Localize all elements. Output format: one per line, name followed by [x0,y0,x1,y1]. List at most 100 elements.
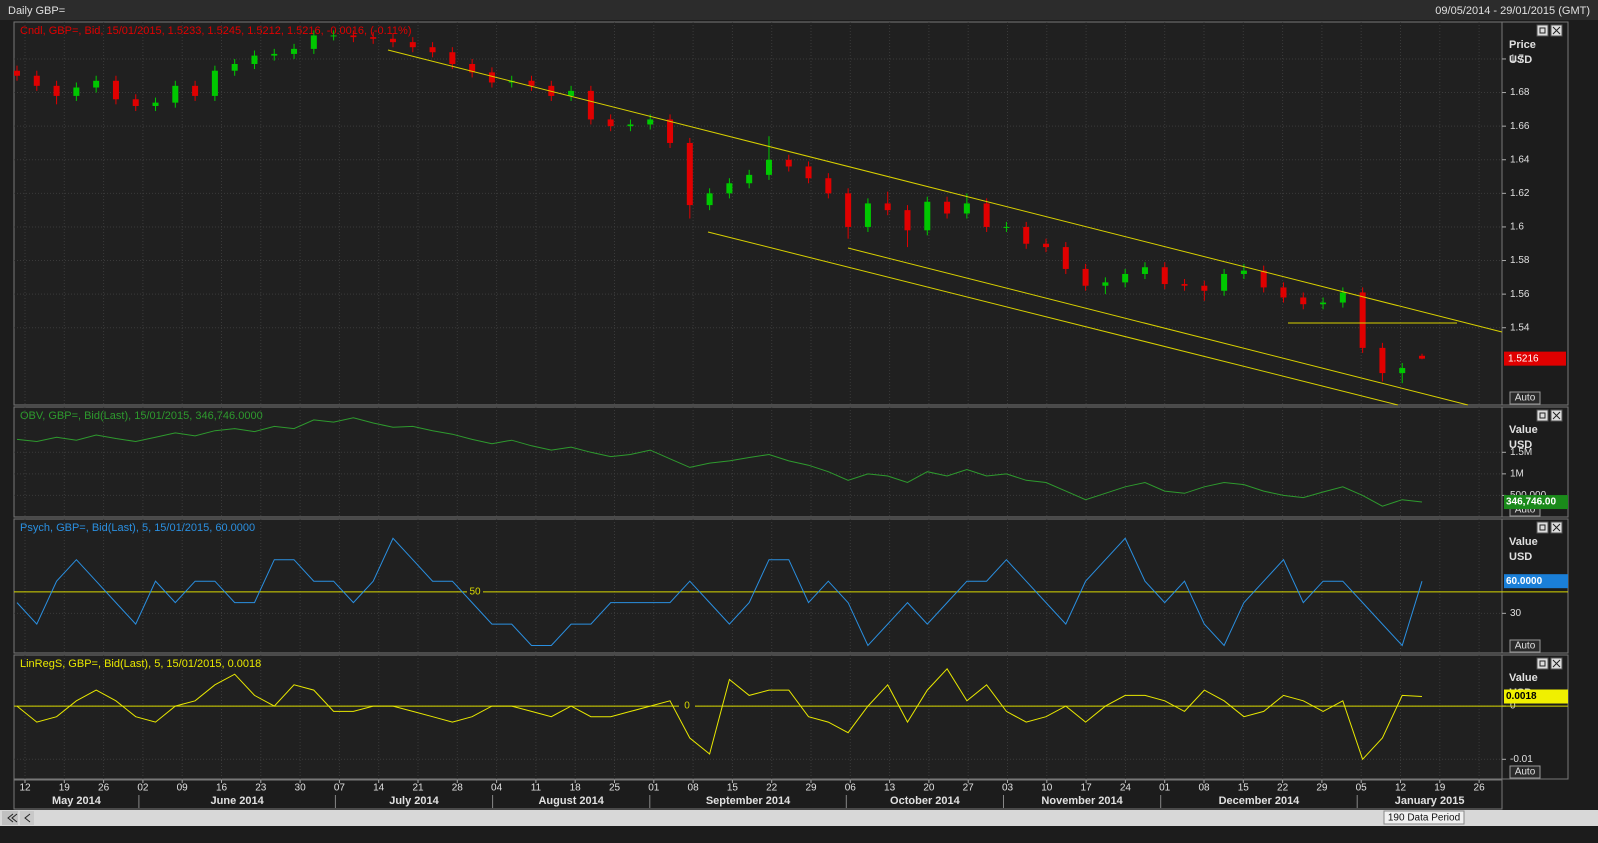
month-label: August 2014 [538,795,604,807]
time-axis [13,779,1503,810]
day-label: 20 [923,783,935,794]
candle-body [568,90,575,96]
date-range: 09/05/2014 - 29/01/2015 (GMT) [1435,5,1590,17]
day-label: 09 [177,783,189,794]
current-value-box [1504,495,1568,510]
panel-title: LinRegS, GBP=, Bid(Last), 5, 15/01/2015,… [20,658,261,670]
header-bar [0,0,1598,20]
candle-body [112,80,119,100]
y-axis-unit: USD [1509,551,1532,563]
candle-body [667,119,674,143]
day-label: 08 [688,783,700,794]
day-label: 10 [1041,783,1053,794]
candle-body [449,52,456,64]
day-label: 21 [412,783,424,794]
y-axis-unit: USD [1509,439,1532,451]
day-label: 02 [137,783,149,794]
auto-button[interactable] [1509,391,1541,405]
candle-body [647,119,654,125]
month-label: December 2014 [1219,795,1301,807]
day-label: 11 [531,783,542,794]
month-label: January 2015 [1395,795,1465,807]
candle-body [627,124,634,127]
candle-body [172,85,179,103]
candle-body [1300,297,1307,305]
candle-body [1141,267,1148,274]
day-label: 07 [334,783,346,794]
candle-body [587,90,594,120]
day-label: 29 [1316,783,1328,794]
panel-title: Psych, GBP=, Bid(Last), 5, 15/01/2015, 6… [20,522,255,534]
candle-body [14,70,20,76]
candle-body [924,201,931,231]
candle-body [1102,282,1109,286]
y-tick-label: 1.6 [1510,222,1524,233]
reference-label-bg [467,585,483,598]
month-label: May 2014 [52,795,102,807]
series-line [16,417,1423,507]
reference-label: 0 [684,701,690,712]
auto-button[interactable] [1509,639,1541,653]
day-label: 08 [1198,783,1210,794]
maximize-icon [1539,412,1546,419]
scroll-left-button[interactable] [20,811,34,825]
candle-body [746,174,753,184]
scroll-first-button[interactable] [2,811,18,825]
candle-body [1122,273,1129,283]
reference-label: 50 [469,587,481,598]
close-icon [1552,523,1561,532]
trend-line [847,247,1469,406]
day-label: 01 [648,783,660,794]
y-tick-label: 1.54 [1510,322,1530,333]
day-label: 23 [255,783,267,794]
current-value-box [1504,689,1568,704]
current-value: 1.5216 [1508,353,1539,364]
candle-body [132,99,139,106]
month-label: June 2014 [211,795,265,807]
day-label: 24 [1120,783,1132,794]
panel-title: OBV, GBP=, Bid(Last), 15/01/2015, 346,74… [20,410,263,422]
close-icon [1552,411,1561,420]
window-title: Daily GBP= [8,5,65,17]
day-label: 13 [884,783,896,794]
day-label: 14 [373,783,385,794]
panel-title: Cndl, GBP=, Bid, 15/01/2015, 1.5233, 1.5… [20,25,412,37]
period-box[interactable] [1383,810,1465,825]
axis-area [1501,654,1569,780]
candle-body [93,80,100,88]
plot-area [13,518,1503,654]
close-icon [1552,659,1561,668]
candle-body [706,193,713,206]
y-tick-label: 1.56 [1510,289,1530,300]
day-label: 06 [845,783,857,794]
y-tick-label: 1.66 [1510,121,1530,132]
day-label: 12 [1395,783,1407,794]
y-tick-label: 1.68 [1510,87,1530,98]
candle-body [1023,226,1030,244]
day-label: 22 [766,783,778,794]
auto-label: Auto [1515,393,1536,404]
y-tick-label: 1.5M [1510,447,1532,458]
day-label: 30 [295,783,307,794]
day-label: 01 [1159,783,1171,794]
series-line [16,667,1423,761]
maximize-button[interactable] [1536,24,1549,37]
candle-body [469,63,476,73]
maximize-button[interactable] [1536,521,1549,534]
auto-button[interactable] [1509,765,1541,779]
candle-body [864,203,871,227]
y-tick-label: -0.01 [1510,754,1533,765]
current-value-box [1504,574,1568,589]
candle-body [944,201,951,214]
day-label: 26 [98,783,110,794]
maximize-button[interactable] [1536,657,1549,670]
candle-body [231,63,238,71]
scroll-first-icon [7,813,18,823]
candle-body [370,37,377,39]
maximize-button[interactable] [1536,409,1549,422]
current-value: 346,746.00 [1506,497,1556,508]
candle-body [1062,247,1069,269]
day-label: 26 [1474,783,1486,794]
month-label: October 2014 [890,795,961,807]
scroll-bar[interactable] [0,810,1598,826]
